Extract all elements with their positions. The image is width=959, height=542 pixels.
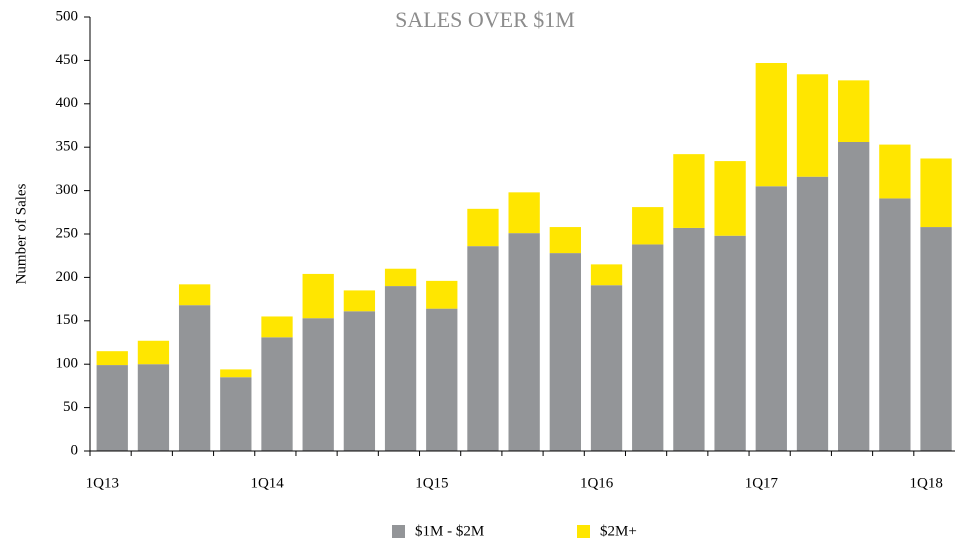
chart-title: SALES OVER $1M: [395, 7, 575, 32]
bar-segment: [467, 246, 499, 451]
bar-segment: [632, 207, 664, 245]
y-tick-label: 300: [56, 182, 79, 198]
bar-segment: [879, 198, 911, 451]
y-tick-label: 500: [56, 8, 79, 24]
bar-segment: [426, 308, 458, 451]
y-tick-label: 400: [56, 95, 79, 111]
y-tick-label: 450: [56, 52, 79, 68]
x-tick-label: 1Q14: [250, 475, 284, 491]
bar-segment: [549, 227, 581, 254]
bar-segment: [178, 305, 211, 451]
legend-label: $1M - $2M: [415, 523, 484, 539]
bar-segment: [796, 74, 829, 177]
bar-segment: [673, 227, 705, 451]
bar-segment: [920, 158, 952, 228]
bar-segment: [838, 80, 870, 142]
bar-segment: [714, 235, 746, 451]
bar-segment: [302, 318, 334, 451]
bar-segment: [137, 340, 170, 365]
bar-segment: [384, 268, 417, 287]
bar-segment: [549, 253, 581, 451]
bar-segment: [467, 208, 499, 247]
bar-segment: [343, 290, 376, 312]
bar-segment: [838, 141, 870, 451]
bar-segment: [302, 273, 334, 319]
bar-segment: [755, 186, 787, 451]
x-tick-label: 1Q17: [745, 475, 779, 491]
y-tick-label: 350: [56, 139, 79, 155]
y-tick-label: 200: [56, 269, 79, 285]
bar-segment: [508, 192, 540, 234]
bar-segment: [178, 284, 211, 306]
bar-segment: [632, 244, 664, 451]
bar-segment: [796, 176, 829, 451]
bar-segment: [137, 364, 170, 451]
legend-swatch: [392, 525, 405, 538]
bar-segment: [220, 377, 252, 451]
bar-segment: [426, 280, 458, 309]
bar-segment: [673, 154, 705, 228]
x-tick-label: 1Q15: [415, 475, 448, 491]
legend-swatch: [577, 525, 590, 538]
bar-segment: [590, 285, 623, 451]
bar-segment: [384, 286, 417, 451]
bar-segment: [261, 316, 293, 338]
x-tick-label: 1Q13: [86, 475, 119, 491]
y-tick-label: 250: [56, 225, 79, 241]
bar-segment: [714, 161, 746, 236]
bar-segment: [96, 351, 128, 366]
bar-segment: [261, 337, 293, 451]
x-tick-label: 1Q16: [580, 475, 614, 491]
bar-segment: [879, 144, 911, 199]
y-tick-label: 50: [63, 399, 78, 415]
bar-segment: [508, 233, 540, 451]
y-tick-label: 150: [56, 312, 79, 328]
bar-segment: [220, 369, 252, 378]
x-tick-label: 1Q18: [909, 475, 942, 491]
legend-label: $2M+: [600, 523, 637, 539]
bar-segment: [920, 227, 952, 451]
y-tick-label: 100: [56, 356, 79, 372]
bar-segment: [755, 63, 787, 187]
y-axis-label: Number of Sales: [13, 183, 29, 284]
bar-segment: [590, 264, 623, 286]
y-tick-label: 0: [71, 442, 79, 458]
bar-segment: [343, 311, 376, 451]
bar-segment: [96, 365, 128, 451]
